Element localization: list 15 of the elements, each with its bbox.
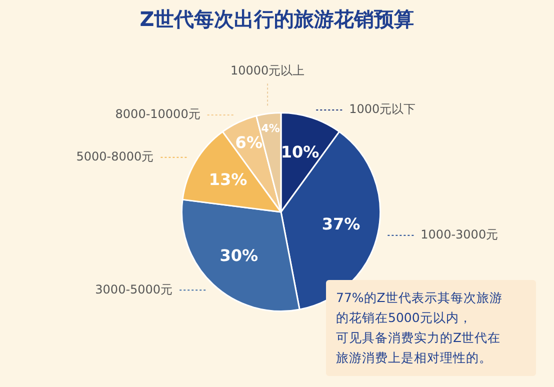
slice-label: 10000元以上: [230, 64, 305, 78]
slice-label: 1000元以下: [349, 102, 416, 116]
slice-label: 5000-8000元: [76, 150, 154, 164]
chart-title: Z世代每次出行的旅游花销预算: [138, 6, 416, 33]
data-label: 10%: [280, 142, 320, 162]
text: 77%的Z世代表示其每次旅游的花销在5000元以内，: [336, 289, 504, 327]
slice-label: 1000-3000元: [420, 228, 498, 242]
data-label: 13%: [208, 170, 248, 189]
slice-label: 3000-5000元: [95, 282, 173, 296]
text: 可见具备消费实力的Z世代在旅游消费上是相对理性的。: [336, 329, 502, 367]
data-label: 37%: [322, 214, 360, 234]
data-label: 30%: [220, 246, 258, 266]
data-label: 6%: [235, 132, 262, 152]
data-label: 4%: [261, 122, 280, 136]
slice-label: 8000-10000元: [115, 107, 200, 122]
